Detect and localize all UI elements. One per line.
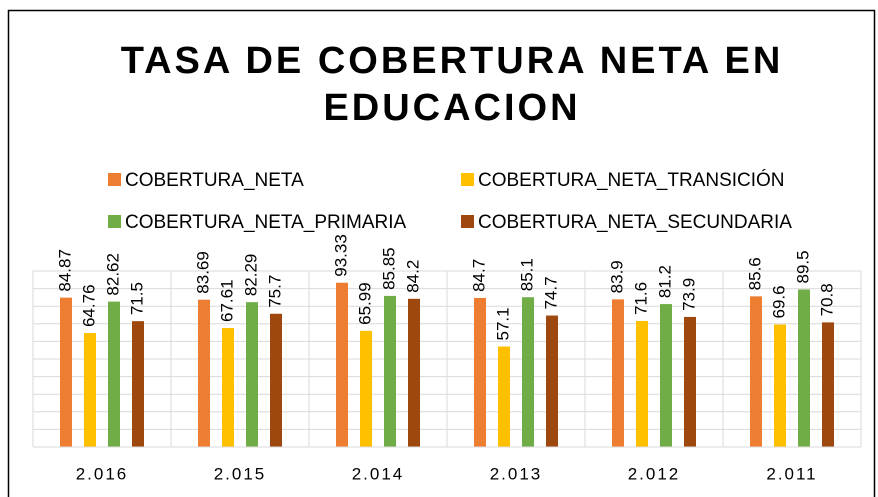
- bar: [522, 297, 534, 447]
- x-tick-label: 2.014: [352, 464, 405, 483]
- bar: [132, 321, 144, 447]
- legend-swatch: [461, 215, 474, 228]
- data-label: 89.5: [793, 250, 812, 283]
- legend-swatch: [461, 173, 474, 186]
- x-tick-label: 2.013: [490, 464, 543, 483]
- bar: [270, 313, 282, 447]
- data-label: 81.2: [655, 265, 674, 298]
- data-label: 70.8: [817, 283, 836, 316]
- data-label: 84.2: [403, 260, 422, 293]
- data-label: 85.1: [517, 258, 536, 291]
- bar: [60, 297, 72, 447]
- data-label: 82.62: [103, 253, 122, 296]
- bar: [336, 282, 348, 447]
- data-label: 93.33: [331, 234, 350, 277]
- data-label: 64.76: [79, 284, 98, 327]
- bar: [360, 330, 372, 447]
- bar: [612, 299, 624, 447]
- data-label: 73.9: [679, 278, 698, 311]
- data-label: 84.87: [55, 249, 74, 292]
- bar: [798, 289, 810, 447]
- data-label: 57.1: [493, 307, 512, 340]
- data-label: 69.6: [769, 285, 788, 318]
- legend-label: COBERTURA_NETA: [125, 170, 304, 191]
- bar: [474, 297, 486, 447]
- bar: [684, 316, 696, 447]
- frame: [7, 9, 876, 497]
- data-label: 65.99: [355, 282, 374, 325]
- bar: [498, 346, 510, 447]
- data-label: 75.7: [265, 275, 284, 308]
- x-tick-label: 2.015: [214, 464, 267, 483]
- data-label: 83.69: [193, 251, 212, 294]
- bar: [750, 296, 762, 447]
- bar: [246, 302, 258, 447]
- data-label: 82.29: [241, 254, 260, 297]
- data-label: 83.9: [607, 260, 626, 293]
- bar: [660, 304, 672, 447]
- bar: [546, 315, 558, 447]
- bar: [774, 324, 786, 447]
- legend-swatch: [108, 173, 121, 186]
- legend-swatch: [108, 215, 121, 228]
- bar: [84, 333, 96, 447]
- legend-label: COBERTURA_NETA_SECUNDARIA: [478, 212, 792, 233]
- bar: [384, 295, 396, 447]
- bar: [822, 322, 834, 447]
- legend-label: COBERTURA_NETA_TRANSICIÓN: [478, 169, 785, 191]
- data-label: 71.5: [127, 282, 146, 315]
- data-label: 85.6: [745, 257, 764, 290]
- bar: [108, 301, 120, 447]
- data-label: 84.7: [469, 259, 488, 292]
- data-label: 74.7: [541, 276, 560, 309]
- bar: [198, 299, 210, 447]
- data-label: 85.85: [379, 247, 398, 290]
- data-label: 71.6: [631, 282, 650, 315]
- x-tick-label: 2.016: [76, 464, 129, 483]
- chart-title: EDUCACION: [323, 87, 580, 129]
- legend-label: COBERTURA_NETA_PRIMARIA: [125, 212, 407, 233]
- data-label: 67.61: [217, 279, 236, 322]
- bar: [408, 298, 420, 447]
- bar: [222, 328, 234, 447]
- bar: [636, 320, 648, 447]
- x-tick-label: 2.012: [628, 464, 681, 483]
- chart-title: TASA DE COBERTURA NETA EN: [121, 40, 784, 82]
- x-tick-label: 2.011: [766, 464, 817, 483]
